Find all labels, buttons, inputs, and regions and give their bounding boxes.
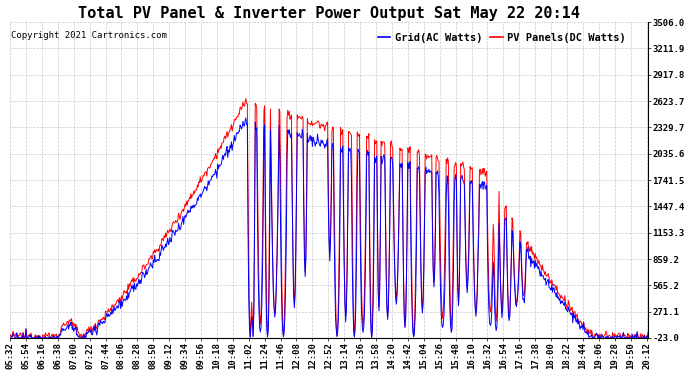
- Legend: Grid(AC Watts), PV Panels(DC Watts): Grid(AC Watts), PV Panels(DC Watts): [374, 28, 630, 47]
- Title: Total PV Panel & Inverter Power Output Sat May 22 20:14: Total PV Panel & Inverter Power Output S…: [78, 6, 580, 21]
- Text: Copyright 2021 Cartronics.com: Copyright 2021 Cartronics.com: [11, 31, 167, 40]
